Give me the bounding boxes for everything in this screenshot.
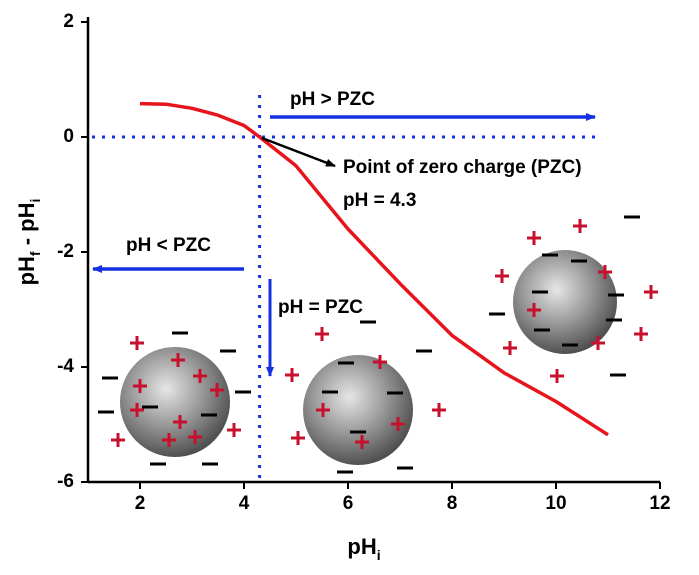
plus-sign <box>391 417 405 431</box>
particles <box>98 215 658 474</box>
plus-sign <box>193 369 207 383</box>
annotation: pH = PZC <box>278 297 363 318</box>
y-axis-label: pHf - pHi <box>14 199 43 286</box>
arrow <box>261 136 336 168</box>
annotation: pH = 4.3 <box>343 190 416 211</box>
plus-sign <box>130 336 144 350</box>
plus-sign <box>188 430 202 444</box>
x-axis-label-part: pH <box>347 534 376 559</box>
y-axis-label-part: - pH <box>14 203 39 252</box>
plus-sign <box>432 403 446 417</box>
x-tick-label: 12 <box>649 493 670 514</box>
plus-sign <box>130 403 144 417</box>
plus-sign <box>315 327 329 341</box>
plus-sign <box>285 368 299 382</box>
plus-sign <box>316 403 330 417</box>
plus-sign <box>210 383 224 397</box>
x-tick-label: 6 <box>343 493 354 514</box>
plus-sign <box>355 435 369 449</box>
plus-sign <box>644 285 658 299</box>
plus-sign <box>111 433 125 447</box>
annotation: pH > PZC <box>290 89 375 110</box>
x-tick-label: 10 <box>545 493 566 514</box>
plus-sign <box>527 303 541 317</box>
data-line <box>139 101 609 437</box>
x-axis-label-sub: i <box>377 547 381 563</box>
y-tick-label: 0 <box>63 126 74 147</box>
y-axis-label-sub: i <box>27 199 43 203</box>
plus-sign <box>227 423 241 437</box>
annotation: pH < PZC <box>126 235 211 256</box>
plus-sign <box>634 327 648 341</box>
plus-sign <box>573 219 587 233</box>
y-tick-label: 2 <box>63 11 74 32</box>
plus-sign <box>495 269 509 283</box>
plus-sign <box>171 353 185 367</box>
x-tick-label: 4 <box>239 493 250 514</box>
plus-sign <box>162 433 176 447</box>
plus-sign <box>527 231 541 245</box>
particle <box>513 250 617 354</box>
plus-sign <box>598 265 612 279</box>
particle <box>303 355 413 465</box>
y-axis-label-sub: f <box>27 251 43 256</box>
y-axis-label-part: pH <box>14 256 39 285</box>
plus-sign <box>373 355 387 369</box>
plus-sign <box>173 415 187 429</box>
plus-sign <box>503 341 517 355</box>
plus-sign <box>291 431 305 445</box>
x-tick-label: 2 <box>135 493 146 514</box>
plus-sign <box>550 369 564 383</box>
plus-sign <box>133 379 147 393</box>
plus-sign <box>591 336 605 350</box>
y-tick-label: -6 <box>57 471 74 492</box>
x-tick-label: 8 <box>447 493 458 514</box>
annotation: Point of zero charge (PZC) <box>343 157 582 178</box>
x-axis-label: pHi <box>347 534 380 563</box>
y-tick-label: -2 <box>57 241 74 262</box>
y-tick-label: -4 <box>57 356 74 377</box>
